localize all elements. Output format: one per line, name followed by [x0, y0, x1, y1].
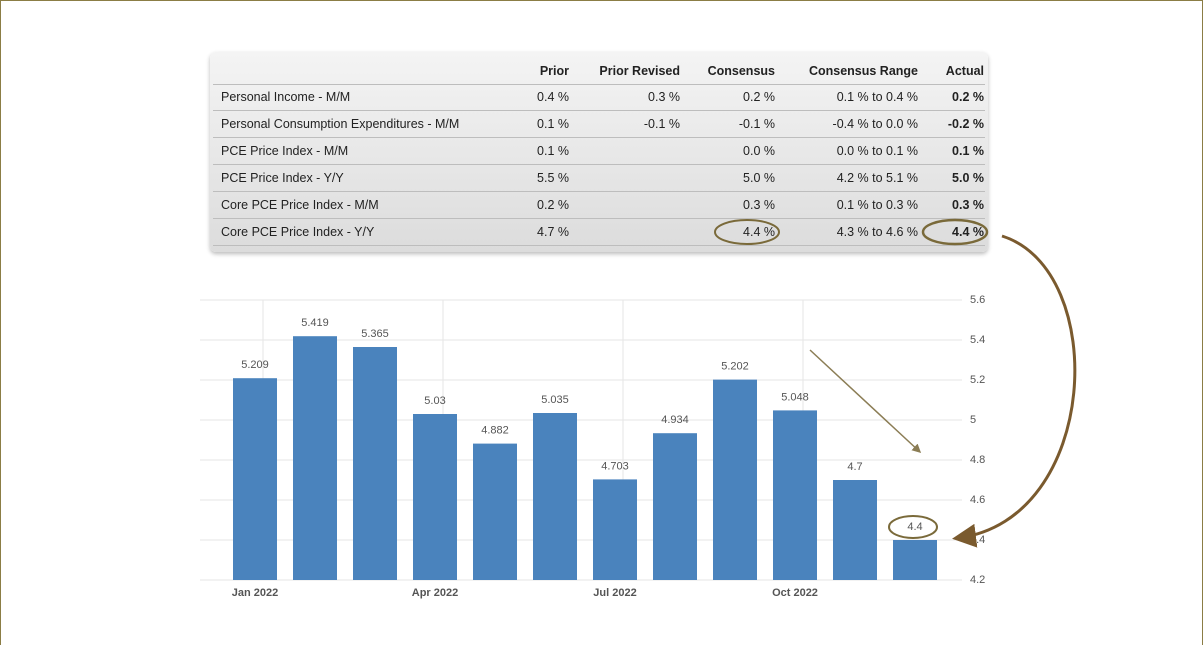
bar [473, 443, 517, 580]
bar [893, 540, 937, 580]
y-tick-label: 4.2 [970, 574, 985, 586]
table-cell: 4.3 % to 4.6 % [836, 225, 918, 239]
row-label: Core PCE Price Index - Y/Y [221, 225, 375, 239]
highlight [888, 515, 938, 539]
actual-cell: -0.2 % [947, 117, 984, 131]
arrow [952, 234, 1077, 548]
data-table: Prior Prior Revised Consensus Consensus Ran… [210, 52, 988, 252]
highlight [714, 219, 780, 245]
table-cell: 0.3 % [743, 198, 775, 212]
data-label: 5.209 [241, 359, 269, 371]
x-tick-label: Apr 2022 [412, 587, 458, 599]
actual-cell: 5.0 % [952, 171, 984, 185]
bar [593, 479, 637, 580]
table-row: PCE Price Index - Y/Y 5.5 % 5.0 % 4.2 % to … [213, 165, 985, 192]
header-row: Prior Prior Revised Consensus Consensus Ran… [213, 58, 985, 85]
y-tick-label: 4.6 [970, 494, 985, 506]
data-label: 4.4 [907, 521, 922, 533]
actual-cell: 0.3 % [952, 198, 984, 212]
y-tick-label: 4.8 [970, 454, 985, 466]
actual-cell: 4.4 % [952, 225, 984, 239]
table-cell: 0.0 % to 0.1 % [836, 144, 918, 158]
table-cell: -0.1 % [738, 117, 775, 131]
row-label: Core PCE Price Index - M/M [221, 198, 379, 212]
table-row: Core PCE Price Index - M/M 0.2 % 0.3 % 0.1 … [213, 192, 985, 219]
table-cell: 0.1 % [537, 117, 569, 131]
bar [773, 410, 817, 580]
table-cell: -0.4 % to 0.0 % [832, 117, 918, 131]
row-label: PCE Price Index - M/M [221, 144, 349, 158]
table-cell: 4.2 % to 5.1 % [836, 171, 918, 185]
data-label: 5.048 [781, 391, 809, 403]
data-label: 4.934 [661, 414, 689, 426]
column-header: Prior Revised [599, 64, 680, 78]
bar [233, 378, 277, 580]
trend-arrow [809, 349, 922, 454]
data-label: 5.03 [424, 395, 445, 407]
row-label: PCE Price Index - Y/Y [221, 171, 344, 185]
x-tick-label: Oct 2022 [772, 587, 818, 599]
bar [293, 336, 337, 580]
data-label: 5.035 [541, 394, 569, 406]
highlight [921, 218, 989, 246]
data-label: 5.365 [361, 328, 389, 340]
data-label: 5.202 [721, 361, 749, 373]
bar [653, 433, 697, 580]
actual-cell: 0.2 % [952, 90, 984, 104]
column-header: Consensus [707, 64, 775, 78]
table-cell: 0.1 % to 0.3 % [836, 198, 918, 212]
y-tick-label: 5.6 [970, 294, 985, 306]
table-row: Personal Consumption Expenditures - M/M 0… [213, 111, 985, 138]
table-row: Core PCE Price Index - Y/Y 4.7 % 4.4 % 4.3 … [213, 219, 985, 246]
actual-cell: 0.1 % [952, 144, 984, 158]
table-cell: 0.2 % [743, 90, 775, 104]
data-label: 4.703 [601, 460, 629, 472]
table-cell: -0.1 % [643, 117, 680, 131]
y-tick-label: 5 [970, 414, 976, 426]
table-cell: 0.1 % to 0.4 % [836, 90, 918, 104]
table-cell: 5.0 % [743, 171, 775, 185]
table-cell: 0.2 % [537, 198, 569, 212]
data-label: 4.7 [847, 461, 862, 473]
table-cell: 0.1 % [537, 144, 569, 158]
data-label: 4.882 [481, 425, 509, 437]
table-cell: 0.3 % [648, 90, 680, 104]
row-label: Personal Income - M/M [221, 90, 351, 104]
bar [353, 347, 397, 580]
bar [713, 379, 757, 580]
table-cell: 4.4 % [743, 225, 775, 239]
data-label: 5.419 [301, 317, 329, 329]
x-tick-label: Jul 2022 [593, 587, 636, 599]
column-header: Consensus Range [808, 64, 918, 78]
bar [833, 480, 877, 580]
table-cell: 4.7 % [537, 225, 569, 239]
y-tick-label: 5.2 [970, 374, 985, 386]
table-row: PCE Price Index - M/M 0.1 % 0.0 % 0.0 % to … [213, 138, 985, 165]
bar [533, 413, 577, 580]
table-row: Personal Income - M/M 0.4 % 0.3 % 0.2 % 0.1 … [213, 84, 985, 111]
y-tick-label: 5.4 [970, 334, 985, 346]
bar [413, 414, 457, 580]
x-tick-label: Jan 2022 [232, 587, 278, 599]
table-cell: 0.4 % [537, 90, 569, 104]
table-cell: 5.5 % [537, 171, 569, 185]
table-cell: 0.0 % [743, 144, 775, 158]
row-label: Personal Consumption Expenditures - M/M [221, 117, 460, 131]
column-header: Actual [945, 64, 984, 78]
column-header: Prior [539, 64, 569, 78]
